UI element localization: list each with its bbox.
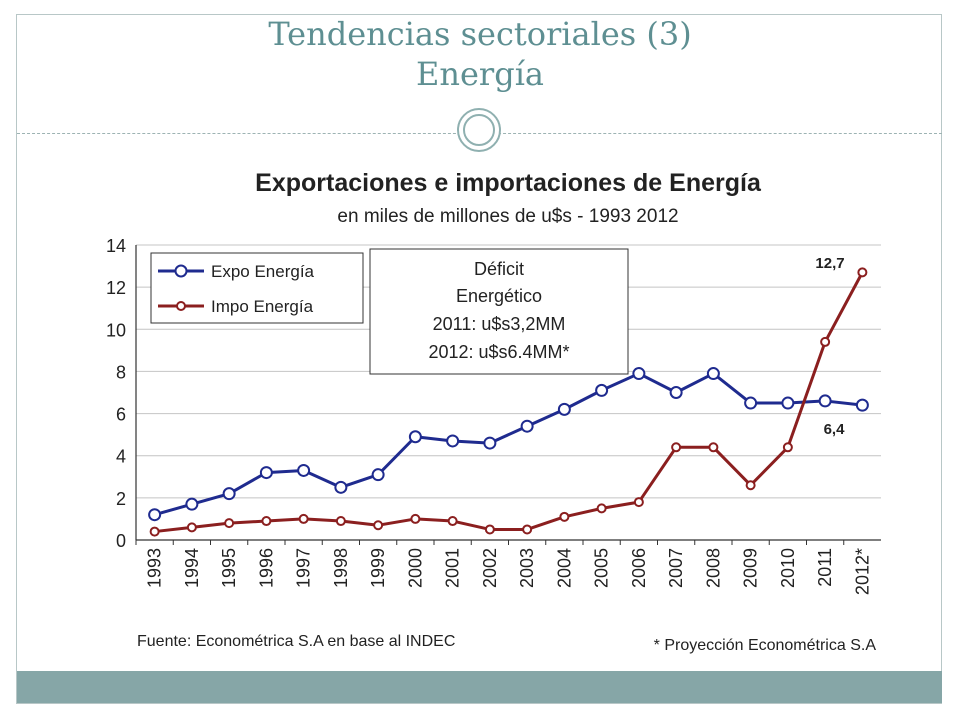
slide-frame bbox=[16, 14, 942, 704]
series-impo-point bbox=[633, 497, 644, 508]
series-expo-point bbox=[706, 367, 720, 381]
x-tick-label: 2000 bbox=[405, 548, 425, 588]
source-note: Fuente: Econométrica S.A en base al INDE… bbox=[137, 633, 455, 650]
series-expo-point bbox=[259, 466, 273, 480]
y-tick-label: 8 bbox=[116, 362, 126, 382]
series-expo-point bbox=[855, 398, 869, 412]
series-expo-point bbox=[520, 419, 534, 433]
expo-2012-label: 6,4 bbox=[824, 421, 846, 438]
series bbox=[148, 267, 869, 537]
slide-title: Tendencias sectoriales (3) Energía bbox=[0, 14, 960, 94]
series-impo-point bbox=[373, 520, 384, 531]
series-impo-point bbox=[596, 503, 607, 514]
deficit-line-3: 2011: u$s3,2MM bbox=[433, 314, 566, 334]
series-impo-point bbox=[298, 513, 309, 524]
series-expo-point bbox=[632, 367, 646, 381]
series-impo-point bbox=[745, 480, 756, 491]
y-tick-label: 14 bbox=[106, 236, 126, 256]
x-tick-labels: 1993 1994 1995 1996 1997 1998 1999 2000 2001 2002… bbox=[145, 548, 873, 595]
axes bbox=[135, 245, 881, 545]
series-expo-point bbox=[408, 430, 422, 444]
x-tick-label: 1996 bbox=[256, 548, 276, 588]
x-tick-label: 2012* bbox=[852, 548, 872, 595]
deficit-line-2: Energético bbox=[456, 286, 542, 306]
series-expo-point bbox=[148, 508, 162, 522]
series-impo-point bbox=[447, 516, 458, 527]
y-tick-label: 6 bbox=[116, 405, 126, 425]
slide-title-line1: Tendencias sectoriales (3) bbox=[268, 15, 692, 53]
energy-chart: Exportaciones e importaciones de Energía… bbox=[106, 169, 881, 654]
x-tick-label: 2005 bbox=[592, 548, 612, 588]
x-tick-label: 2009 bbox=[741, 548, 761, 588]
projection-footnote: * Proyección Econométrica S.A bbox=[654, 637, 877, 654]
series-expo-point bbox=[297, 463, 311, 477]
slide-title-line2: Energía bbox=[416, 55, 544, 93]
series-expo-point bbox=[483, 436, 497, 450]
x-tick-label: 2007 bbox=[666, 548, 686, 588]
deficit-line-1: Déficit bbox=[474, 259, 524, 279]
x-tick-label: 2006 bbox=[629, 548, 649, 588]
legend-box bbox=[150, 252, 364, 324]
series-expo-point bbox=[744, 396, 758, 410]
legend-expo-label: Expo Energía bbox=[211, 262, 315, 281]
series-impo-point bbox=[782, 442, 793, 453]
x-tick-label: 2001 bbox=[443, 548, 463, 588]
series-impo-point bbox=[335, 516, 346, 527]
y-tick-label: 0 bbox=[116, 531, 126, 551]
series-impo-point bbox=[186, 522, 197, 533]
x-tick-label: 1998 bbox=[331, 548, 351, 588]
legend-impo-marker bbox=[176, 301, 186, 311]
series-impo-point bbox=[484, 524, 495, 535]
series-expo-point bbox=[185, 497, 199, 511]
series-impo-point bbox=[559, 511, 570, 522]
x-tick-label: 1993 bbox=[145, 548, 165, 588]
y-tick-labels: 0 2 4 6 8 10 12 14 bbox=[106, 236, 126, 551]
deficit-line-4: 2012: u$s6.4MM* bbox=[428, 342, 569, 362]
chart-subtitle: en miles de millones de u$s - 1993 2012 bbox=[337, 206, 678, 227]
series-impo-point bbox=[224, 518, 235, 529]
series-impo-point bbox=[261, 516, 272, 527]
legend-expo-marker bbox=[174, 264, 188, 278]
x-tick-label: 1999 bbox=[368, 548, 388, 588]
series-impo-point bbox=[410, 513, 421, 524]
series-expo-point bbox=[669, 386, 683, 399]
deficit-annotation: Déficit Energético 2011: u$s3,2MM 2012: … bbox=[369, 248, 629, 375]
x-tick-label: 1997 bbox=[294, 548, 314, 588]
y-tick-label: 12 bbox=[106, 278, 126, 298]
series-impo-point bbox=[671, 442, 682, 453]
series-expo-line bbox=[154, 372, 863, 517]
series-impo-line bbox=[154, 271, 864, 534]
series-impo-point bbox=[708, 442, 719, 453]
series-expo-point bbox=[818, 394, 832, 408]
series-expo-point bbox=[222, 487, 236, 501]
x-tick-label: 1994 bbox=[182, 548, 202, 588]
impo-2012-label: 12,7 bbox=[815, 255, 844, 272]
x-tick-label: 2002 bbox=[480, 548, 500, 588]
series-expo-point bbox=[595, 383, 609, 397]
series-expo-point bbox=[781, 396, 795, 410]
series-impo-point bbox=[522, 524, 533, 535]
series-impo-point bbox=[857, 267, 868, 278]
deficit-box bbox=[369, 248, 629, 375]
chart-title: Exportaciones e importaciones de Energía bbox=[255, 169, 762, 197]
y-tick-label: 4 bbox=[116, 447, 126, 467]
series-impo-point bbox=[149, 526, 160, 537]
y-tick-label: 10 bbox=[106, 320, 126, 340]
x-tick-label: 2011 bbox=[815, 548, 835, 587]
series-expo-point bbox=[334, 480, 348, 494]
series-expo-point bbox=[557, 402, 571, 416]
x-tick-label: 2004 bbox=[554, 548, 574, 588]
x-tick-label: 2003 bbox=[517, 548, 537, 588]
legend: Expo Energía Impo Energía bbox=[150, 252, 364, 324]
x-tick-label: 2008 bbox=[703, 548, 723, 588]
series-expo-point bbox=[446, 434, 460, 448]
decorative-ring-icon bbox=[457, 108, 501, 152]
series-impo-point bbox=[820, 336, 831, 347]
y-tick-label: 2 bbox=[116, 489, 126, 509]
x-tick-label: 1995 bbox=[219, 548, 239, 588]
x-tick-label: 2010 bbox=[778, 548, 798, 588]
series-expo-point bbox=[371, 468, 385, 482]
legend-impo-label: Impo Energía bbox=[211, 297, 314, 316]
bottom-band bbox=[17, 671, 942, 703]
